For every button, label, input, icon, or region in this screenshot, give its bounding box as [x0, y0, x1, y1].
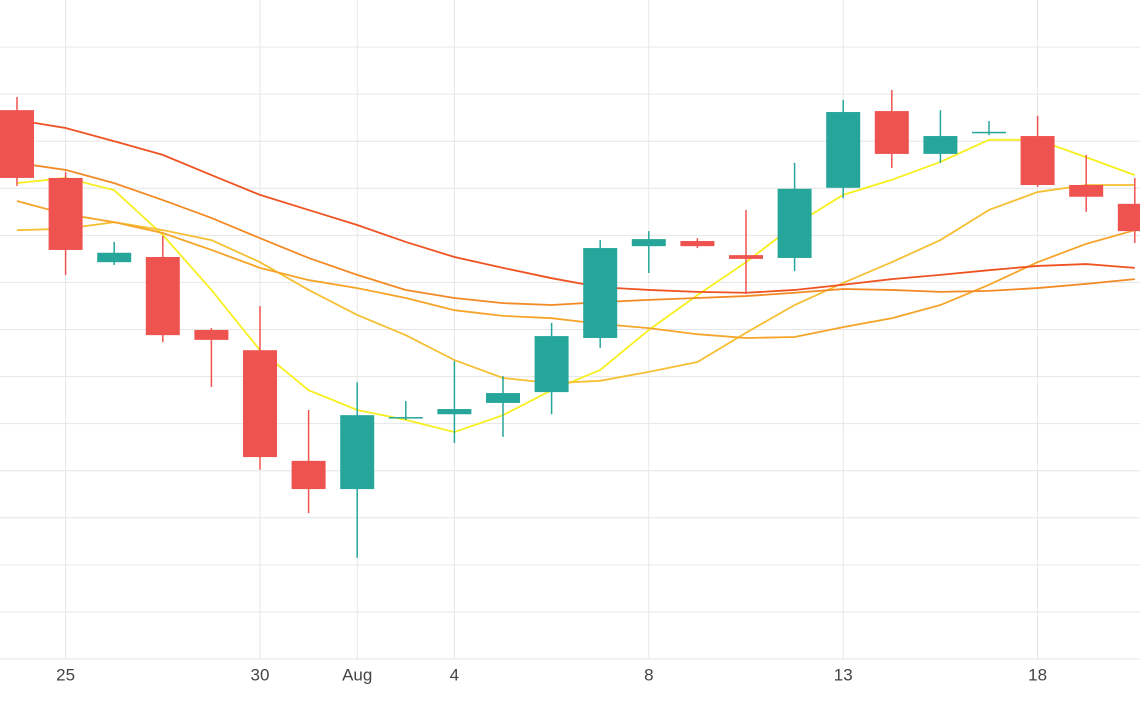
- candle-body: [437, 409, 472, 415]
- candle-body: [874, 111, 909, 154]
- candle-body: [48, 177, 83, 250]
- line-series: [16, 200, 1136, 339]
- candle-body: [1117, 203, 1140, 232]
- line-series: [16, 138, 1136, 434]
- candle-body: [243, 350, 277, 458]
- candle-body: [340, 415, 375, 490]
- x-tick-label: Aug: [342, 665, 372, 684]
- candle-body: [1069, 184, 1104, 197]
- candle-body: [388, 417, 423, 419]
- line-series: [16, 119, 1135, 294]
- line-series: [16, 184, 1135, 385]
- x-tick-label: 8: [644, 665, 653, 684]
- x-tick-label: 4: [450, 665, 459, 684]
- candle-body: [631, 239, 666, 247]
- candle-body: [680, 241, 715, 247]
- candle-body: [583, 248, 618, 338]
- candle-body: [1020, 136, 1055, 185]
- candle-body: [826, 112, 861, 188]
- x-tick-label: 18: [1028, 665, 1047, 684]
- candle-body: [486, 393, 520, 403]
- candle-body: [729, 255, 763, 259]
- candle-body: [923, 136, 958, 154]
- candle-body: [534, 336, 569, 393]
- x-tick-label: 30: [251, 665, 270, 684]
- x-tick-label: 13: [834, 665, 853, 684]
- line-series: [16, 161, 1135, 306]
- candle-body: [145, 257, 180, 336]
- candle-body: [97, 252, 132, 263]
- candle-body: [0, 110, 34, 178]
- candle-body: [291, 460, 326, 490]
- x-tick-label: 25: [56, 665, 75, 684]
- candle-body: [194, 329, 229, 340]
- candle-body: [972, 131, 1006, 134]
- candle-body: [777, 188, 812, 258]
